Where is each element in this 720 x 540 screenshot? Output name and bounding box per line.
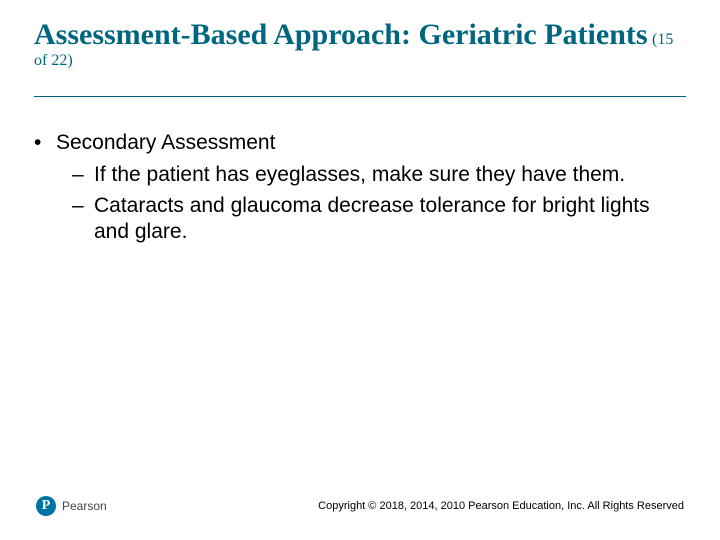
bullet-level-2-group: – If the patient has eyeglasses, make su… xyxy=(72,162,686,245)
bullet-level-1: • Secondary Assessment xyxy=(34,130,686,156)
slide-body: • Secondary Assessment – If the patient … xyxy=(34,130,686,250)
slide: Assessment-Based Approach: Geriatric Pat… xyxy=(0,0,720,540)
dash-icon: – xyxy=(72,193,94,244)
pearson-p-icon: P xyxy=(36,496,56,516)
bullet-level-1-text: Secondary Assessment xyxy=(56,130,275,156)
title-underline xyxy=(34,96,686,97)
logo-letter: P xyxy=(42,498,51,514)
bullet-level-2-text: If the patient has eyeglasses, make sure… xyxy=(94,162,625,188)
bullet-level-2: – If the patient has eyeglasses, make su… xyxy=(72,162,686,188)
dash-icon: – xyxy=(72,162,94,188)
brand-logo: P Pearson xyxy=(36,496,107,516)
copyright-text: Copyright © 2018, 2014, 2010 Pearson Edu… xyxy=(318,500,684,512)
slide-title: Assessment-Based Approach: Geriatric Pat… xyxy=(34,18,648,51)
bullet-level-2: – Cataracts and glaucoma decrease tolera… xyxy=(72,193,686,244)
brand-name: Pearson xyxy=(62,499,107,513)
bullet-level-2-text: Cataracts and glaucoma decrease toleranc… xyxy=(94,193,686,244)
slide-title-block: Assessment-Based Approach: Geriatric Pat… xyxy=(34,18,686,70)
bullet-dot-icon: • xyxy=(34,130,56,156)
